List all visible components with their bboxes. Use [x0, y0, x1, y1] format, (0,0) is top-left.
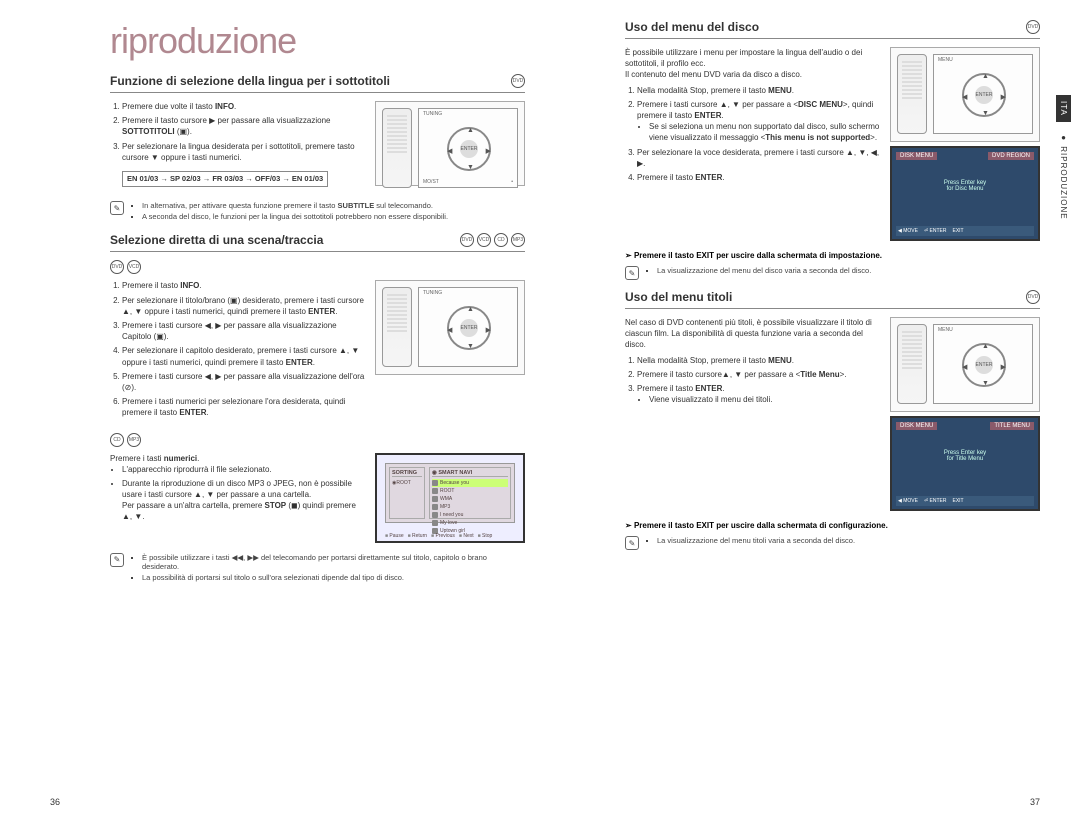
lang-tab: ITA: [1056, 95, 1071, 122]
section-title: Funzione di selezione della lingua per i…: [110, 74, 390, 88]
note-box: ✎ La visualizzazione del menu titoli var…: [625, 536, 1040, 550]
remote-diagram: ▲▼ ◀▶ MENU: [890, 47, 1040, 142]
remote-diagram: ▲▼ ◀▶ TUNING: [375, 280, 525, 375]
media-icons: DVDVCDCDMP3: [460, 233, 525, 247]
note-box: ✎ È possibile utilizzare i tasti ◀◀, ▶▶ …: [110, 553, 525, 584]
section-body: Premere i tasti numerici. L'apparecchio …: [110, 453, 365, 543]
intro-text: Premere i tasti numerici.: [110, 453, 365, 464]
note-icon: ✎: [110, 201, 124, 215]
section-title: Uso del menu del disco: [625, 20, 759, 34]
sequence-box: EN 01/03 → SP 02/03 → FR 03/03 → OFF/03 …: [122, 171, 328, 188]
section-body: È possibile utilizzare i menu per impost…: [625, 47, 880, 241]
note-icon: ✎: [625, 266, 639, 280]
sub-icons: DVDVCD: [110, 260, 525, 274]
media-icons: DVD: [1026, 20, 1040, 34]
breadcrumb: ● RIPRODUZIONE: [1056, 129, 1071, 224]
tv-screen: DISK MENUTITLE MENU Press Enter keyfor T…: [890, 416, 1040, 511]
section-body: Premere il tasto INFO.Per selezionare il…: [110, 280, 365, 422]
note-box: ✎ In alternativa, per attivare questa fu…: [110, 201, 525, 223]
section-subtitle-lang: Funzione di selezione della lingua per i…: [110, 74, 525, 93]
note-icon: ✎: [110, 553, 124, 567]
section-scene-track: Selezione diretta di una scena/traccia D…: [110, 233, 525, 252]
section-title: Uso del menu titoli: [625, 290, 732, 304]
dvd-icon: DVD: [1026, 290, 1040, 304]
section-title-menu: Uso del menu titoli DVD: [625, 290, 1040, 309]
note-box: ✎ La visualizzazione del menu del disco …: [625, 266, 1040, 280]
section-disc-menu: Uso del menu del disco DVD: [625, 20, 1040, 39]
side-tab: ITA ● RIPRODUZIONE: [1059, 95, 1068, 224]
section-body: Nel caso di DVD contenenti più titoli, è…: [625, 317, 880, 511]
exit-callout: Premere il tasto EXIT per uscire dalla s…: [625, 251, 1040, 260]
exit-callout: Premere il tasto EXIT per uscire dalla s…: [625, 521, 1040, 530]
main-title: riproduzione: [110, 20, 525, 62]
note-icon: ✎: [625, 536, 639, 550]
section-body: Premere due volte il tasto INFO.Premere …: [110, 101, 365, 191]
dvd-icon: DVD: [1026, 20, 1040, 34]
page-number: 36: [50, 797, 60, 807]
remote-diagram: ▲▼ ◀▶ TUNING MO/ST •: [375, 101, 525, 186]
tv-screen: DISK MENUDVD REGION Press Enter keyfor D…: [890, 146, 1040, 241]
media-icons: DVD: [1026, 290, 1040, 304]
remote-diagram: ▲▼ ◀▶ MENU: [890, 317, 1040, 412]
nav-screen: SORTING ◉ROOT ◉ SMART NAVI Because youRO…: [375, 453, 525, 543]
sub-icons: CDMP3: [110, 433, 525, 447]
page-number: 37: [1030, 797, 1040, 807]
dvd-icon: DVD: [511, 74, 525, 88]
section-title: Selezione diretta di una scena/traccia: [110, 233, 323, 247]
media-icons: DVD: [511, 74, 525, 88]
